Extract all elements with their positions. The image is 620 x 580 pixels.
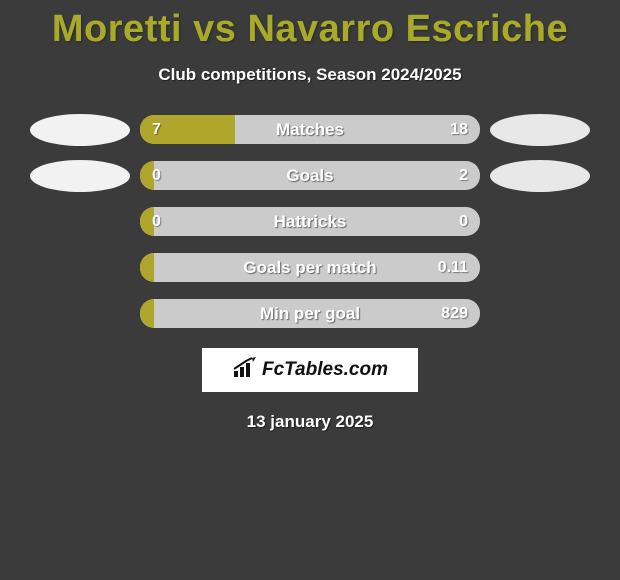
page-title: Moretti vs Navarro Escriche: [0, 0, 620, 51]
pie-left: [30, 160, 130, 192]
logo-box[interactable]: FcTables.com: [202, 348, 418, 392]
pie-left: [30, 114, 130, 146]
stat-bar: Min per goal829: [140, 299, 480, 328]
logo-chart-icon: [232, 357, 258, 384]
stat-row: Min per goal829: [0, 299, 620, 328]
stats-container: 7Matches180Goals20Hattricks0Goals per ma…: [0, 115, 620, 328]
pie-right: [490, 160, 590, 192]
subtitle: Club competitions, Season 2024/2025: [0, 65, 620, 85]
logo-text: FcTables.com: [262, 359, 388, 381]
date-text: 13 january 2025: [0, 412, 620, 432]
stat-label: Goals: [140, 166, 480, 186]
stat-label: Min per goal: [140, 304, 480, 324]
stat-bar: 7Matches18: [140, 115, 480, 144]
stat-label: Matches: [140, 120, 480, 140]
pie-left-wrap: [20, 114, 140, 146]
stat-row: 0Goals2: [0, 161, 620, 190]
stat-value-right: 0: [459, 213, 468, 231]
stat-row: 0Hattricks0: [0, 207, 620, 236]
stat-label: Hattricks: [140, 212, 480, 232]
stat-value-right: 0.11: [438, 259, 468, 277]
stat-row: Goals per match0.11: [0, 253, 620, 282]
pie-left-wrap: [20, 160, 140, 192]
stat-row: 7Matches18: [0, 115, 620, 144]
stat-value-right: 18: [450, 121, 468, 139]
stat-label: Goals per match: [140, 258, 480, 278]
pie-right: [490, 114, 590, 146]
pie-right-wrap: [480, 114, 600, 146]
stat-bar: Goals per match0.11: [140, 253, 480, 282]
stat-value-right: 2: [459, 167, 468, 185]
stat-bar: 0Goals2: [140, 161, 480, 190]
stat-bar: 0Hattricks0: [140, 207, 480, 236]
pie-right-wrap: [480, 160, 600, 192]
stat-value-right: 829: [441, 305, 468, 323]
